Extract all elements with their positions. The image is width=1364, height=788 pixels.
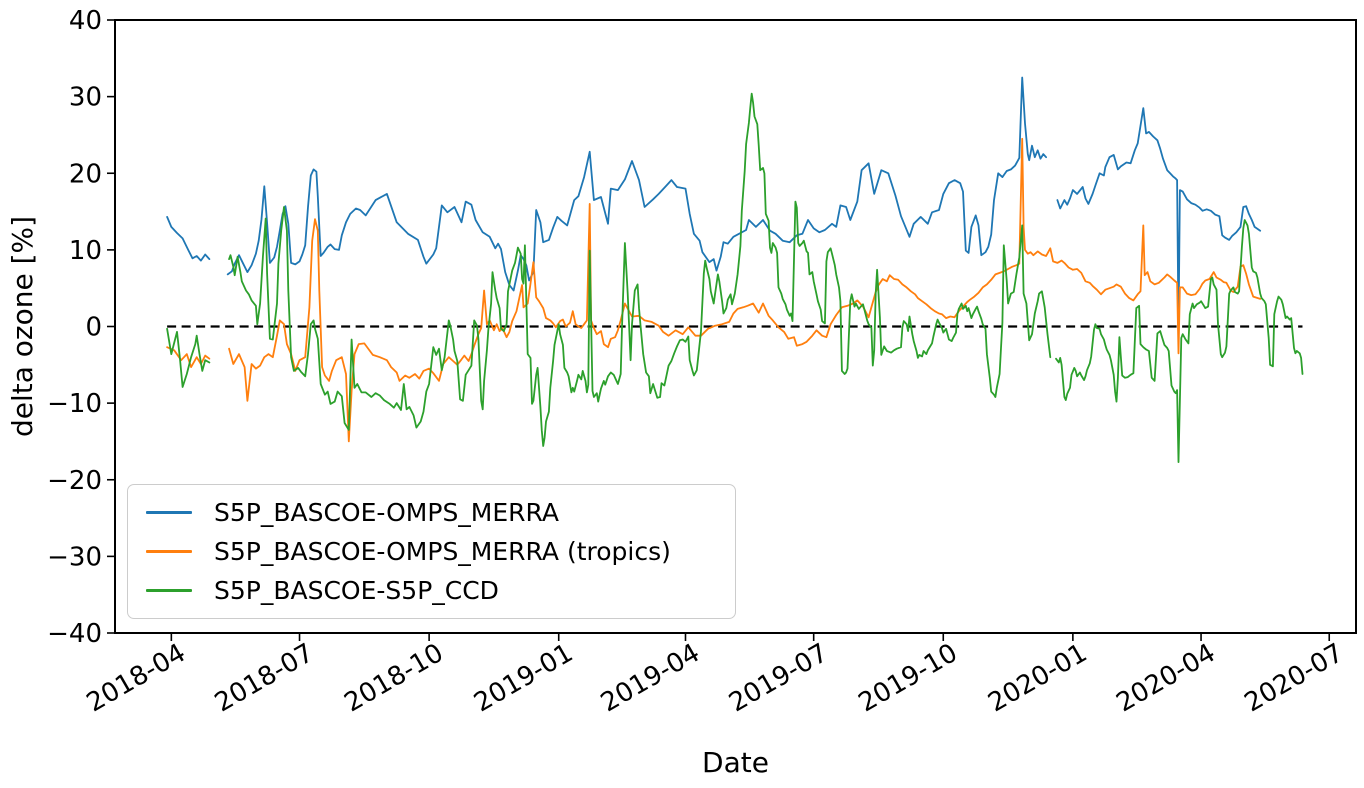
legend-entry-omps-merra-tropics: S5P_BASCOE-OMPS_MERRA (tropics) xyxy=(146,539,717,564)
y-tick-label: 30 xyxy=(69,83,102,113)
legend-label: S5P_BASCOE-OMPS_MERRA (tropics) xyxy=(214,537,671,566)
y-tick-label: 10 xyxy=(69,236,102,266)
legend-line-swatch-orange xyxy=(146,549,192,554)
y-tick-label: −40 xyxy=(47,619,102,649)
x-tick-label: 2018-10 xyxy=(340,638,449,718)
x-tick-label: 2019-10 xyxy=(854,638,963,718)
y-tick-label: −30 xyxy=(47,542,102,572)
x-tick-label: 2018-04 xyxy=(82,638,191,718)
x-tick-label: 2020-07 xyxy=(1240,638,1349,718)
series-line-2-segment-2 xyxy=(1055,219,1304,464)
legend-entry-s5p-ccd: S5P_BASCOE-S5P_CCD xyxy=(146,578,717,603)
y-tick-label: −20 xyxy=(47,466,102,496)
x-tick-label: 2019-04 xyxy=(596,638,705,718)
legend-label: S5P_BASCOE-OMPS_MERRA xyxy=(214,498,560,527)
x-tick-label: 2019-01 xyxy=(469,638,578,718)
legend-line-swatch-green xyxy=(146,588,192,593)
series-line-1-segment-1 xyxy=(228,137,1262,443)
x-tick-label: 2018-07 xyxy=(210,638,319,718)
series-line-1-segment-0 xyxy=(166,346,211,369)
x-tick-label: 2020-04 xyxy=(1111,638,1220,718)
legend-line-swatch-blue xyxy=(146,510,192,515)
y-axis-title: delta ozone [%] xyxy=(6,216,39,437)
legend-label: S5P_BASCOE-S5P_CCD xyxy=(214,576,499,605)
series-line-2-segment-1 xyxy=(228,92,1052,447)
x-tick-label: 2020-01 xyxy=(983,638,1092,718)
legend: S5P_BASCOE-OMPS_MERRA S5P_BASCOE-OMPS_ME… xyxy=(127,484,736,619)
legend-entry-omps-merra: S5P_BASCOE-OMPS_MERRA xyxy=(146,500,717,525)
series-line-0-segment-1 xyxy=(226,76,1047,292)
series-line-0-segment-2 xyxy=(1056,107,1262,332)
y-tick-label: −10 xyxy=(47,389,102,419)
y-tick-label: 40 xyxy=(69,6,102,36)
series-line-0-segment-0 xyxy=(166,215,211,262)
y-tick-label: 20 xyxy=(69,159,102,189)
series-line-2-segment-0 xyxy=(166,327,211,388)
x-axis-title: Date xyxy=(702,746,769,779)
x-tick-label: 2019-07 xyxy=(724,638,833,718)
y-tick-label: 0 xyxy=(85,313,102,343)
